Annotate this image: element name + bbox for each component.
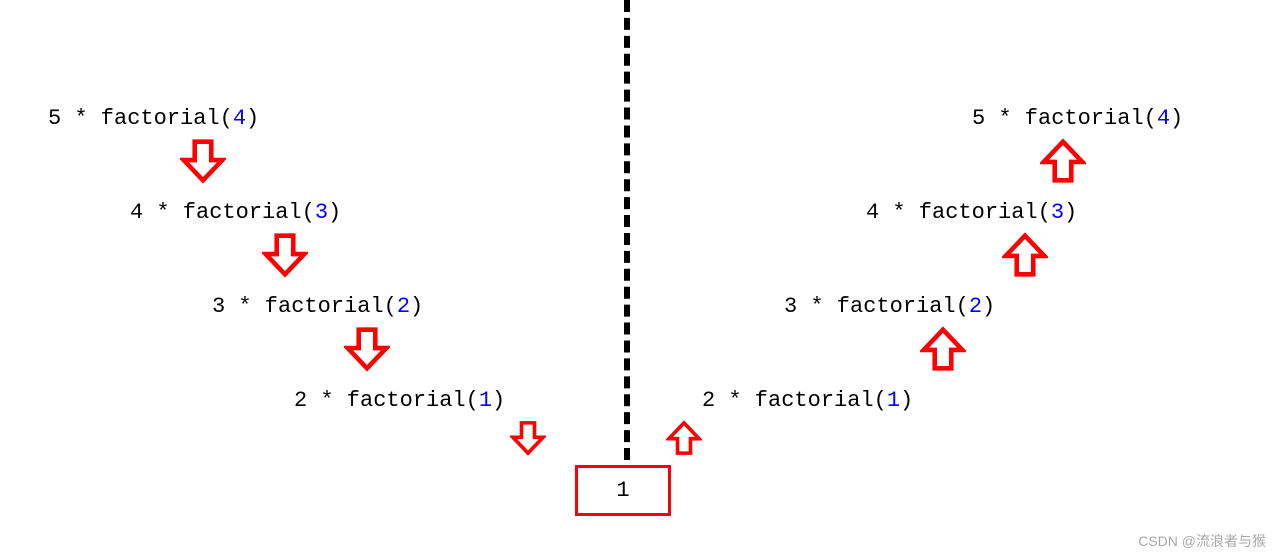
arrow-down-icon [262, 230, 308, 285]
call-argument: 1 [887, 388, 900, 413]
arrow-up-icon [1040, 136, 1086, 191]
call-suffix: ) [1064, 200, 1077, 225]
arrow-up-icon [920, 324, 966, 379]
call-suffix: ) [328, 200, 341, 225]
watermark-text: CSDN @流浪者与猴 [1138, 531, 1266, 551]
call-suffix: ) [246, 106, 259, 131]
left-call: 3 * factorial(2) [212, 294, 423, 319]
arrow-down-icon [510, 418, 546, 463]
right-call: 5 * factorial(4) [972, 106, 1183, 131]
base-case-box: 1 [575, 465, 671, 516]
call-prefix: 2 * factorial( [294, 388, 479, 413]
call-prefix: 4 * factorial( [866, 200, 1051, 225]
call-prefix: 5 * factorial( [972, 106, 1157, 131]
arrow-up-icon [666, 418, 702, 463]
call-prefix: 3 * factorial( [212, 294, 397, 319]
call-suffix: ) [1170, 106, 1183, 131]
call-prefix: 3 * factorial( [784, 294, 969, 319]
call-argument: 2 [397, 294, 410, 319]
call-argument: 4 [1157, 106, 1170, 131]
call-argument: 3 [1051, 200, 1064, 225]
call-suffix: ) [900, 388, 913, 413]
left-call: 5 * factorial(4) [48, 106, 259, 131]
right-call: 3 * factorial(2) [784, 294, 995, 319]
right-call: 4 * factorial(3) [866, 200, 1077, 225]
call-suffix: ) [410, 294, 423, 319]
left-call: 4 * factorial(3) [130, 200, 341, 225]
call-prefix: 5 * factorial( [48, 106, 233, 131]
call-argument: 4 [233, 106, 246, 131]
call-prefix: 2 * factorial( [702, 388, 887, 413]
call-argument: 3 [315, 200, 328, 225]
center-divider [624, 0, 630, 460]
call-prefix: 4 * factorial( [130, 200, 315, 225]
right-call: 2 * factorial(1) [702, 388, 913, 413]
base-case-value: 1 [616, 478, 629, 503]
left-call: 2 * factorial(1) [294, 388, 505, 413]
call-argument: 1 [479, 388, 492, 413]
recursion-diagram: 1 CSDN @流浪者与猴 5 * factorial(4)4 * factor… [0, 0, 1274, 557]
arrow-down-icon [344, 324, 390, 379]
call-suffix: ) [492, 388, 505, 413]
arrow-down-icon [180, 136, 226, 191]
arrow-up-icon [1002, 230, 1048, 285]
call-argument: 2 [969, 294, 982, 319]
call-suffix: ) [982, 294, 995, 319]
